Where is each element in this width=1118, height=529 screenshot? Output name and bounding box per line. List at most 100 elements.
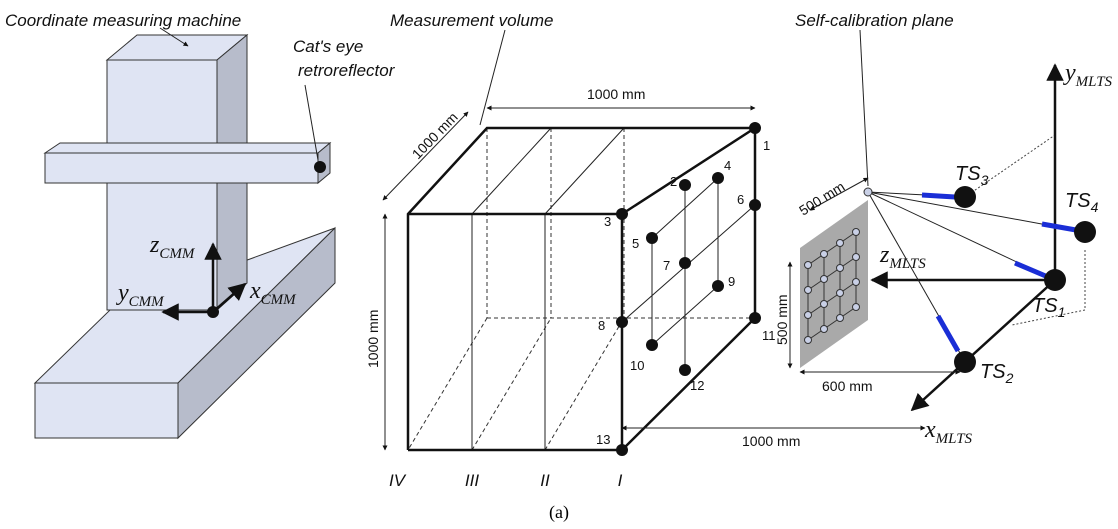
shape: [407, 317, 488, 451]
axis-symbol: x: [249, 278, 261, 304]
tracker-subscript: 1: [1058, 304, 1066, 320]
shape: [212, 282, 247, 313]
shape: [1041, 221, 1077, 233]
grid-target: [852, 228, 860, 236]
shape: [177, 226, 336, 440]
axis-symbol: y: [1063, 60, 1076, 86]
group: [804, 228, 860, 344]
shape: [800, 200, 868, 368]
caption: (a): [549, 502, 569, 523]
dimension-label: 500 mm: [774, 294, 790, 345]
retroreflector-label: Cat's eye: [293, 37, 363, 56]
measurement-point: [646, 339, 658, 351]
grid-target: [804, 286, 812, 294]
axis-label: yCMM: [116, 280, 165, 310]
shape: [479, 29, 506, 126]
grid-target: [820, 300, 828, 308]
measurement-point: [712, 280, 724, 292]
shape: [863, 187, 873, 197]
point-label: 12: [690, 378, 704, 393]
shape: [314, 161, 326, 173]
grid-target: [836, 289, 844, 297]
point-label: 13: [596, 432, 610, 447]
axis-subscript: MLTS: [935, 431, 973, 447]
shape: [954, 186, 976, 208]
volume-title: Measurement volume: [390, 11, 553, 30]
axis-subscript: MLTS: [1075, 74, 1113, 90]
shape: [651, 177, 719, 239]
plane-label: I: [618, 471, 623, 490]
grid-target: [820, 275, 828, 283]
point-label: 11: [762, 328, 776, 343]
axis-label: zMLTS: [879, 242, 926, 272]
plane-label: IV: [389, 471, 407, 490]
dimension-label: 1000 mm: [365, 310, 381, 368]
grid-target: [852, 303, 860, 311]
grid-target: [852, 278, 860, 286]
dimension-label: 1000 mm: [587, 86, 645, 102]
axis-symbol: z: [149, 232, 160, 258]
shape: [106, 59, 218, 311]
shape: [1044, 269, 1066, 291]
axis-symbol: z: [879, 242, 890, 268]
shape: [954, 351, 976, 373]
shape: [207, 306, 219, 318]
point-label: 2: [670, 174, 677, 189]
grid-target: [836, 314, 844, 322]
shape: [159, 27, 189, 47]
measurement-point: [749, 312, 761, 324]
measurement-point: [749, 122, 761, 134]
axis-symbol: x: [924, 417, 936, 443]
grid-target: [836, 264, 844, 272]
grid-target: [820, 250, 828, 258]
point-label: 5: [632, 236, 639, 251]
dimension-label: 500 mm: [796, 178, 847, 218]
measurement-point: [616, 444, 628, 456]
tracker-label: TS3: [955, 163, 989, 188]
point-label: 8: [598, 318, 605, 333]
tracker-label: TS1: [1032, 295, 1065, 320]
point-label: 1: [763, 138, 770, 153]
shape: [34, 382, 179, 439]
measurement-point: [679, 257, 691, 269]
measurement-point: [616, 316, 628, 328]
axis-label: yMLTS: [1063, 60, 1113, 90]
axis-label: zCMM: [149, 232, 196, 262]
tracker-subscript: 3: [981, 172, 989, 188]
plane-label: II: [540, 471, 550, 490]
tracker-label: TS2: [980, 361, 1014, 386]
shape: [651, 285, 719, 346]
point-label: 3: [604, 214, 611, 229]
measurement-point: [749, 199, 761, 211]
tracker-symbol: TS: [980, 361, 1006, 383]
shape: [471, 317, 552, 451]
tracker-subscript: 2: [1005, 370, 1014, 386]
shape: [935, 314, 961, 353]
tracker-subscript: 4: [1091, 199, 1099, 215]
plane-labels: IV III II I: [389, 471, 623, 490]
point-label: 7: [663, 258, 670, 273]
axis-symbol: y: [116, 280, 129, 306]
axis-label: xMLTS: [924, 417, 973, 447]
grid-target: [852, 253, 860, 261]
tracker-symbol: TS: [955, 163, 981, 185]
retroreflector-label: retroreflector: [298, 61, 396, 80]
point-label: 9: [728, 274, 735, 289]
measurement-point: [679, 364, 691, 376]
axis-subscript: MLTS: [888, 256, 926, 272]
shape: [921, 192, 956, 200]
shape: [43, 142, 332, 154]
axis-label: xCMM: [249, 278, 297, 308]
dimension-label: 1000 mm: [742, 433, 800, 449]
shape: [544, 127, 625, 215]
grid-target: [836, 239, 844, 247]
point-label: 6: [737, 192, 744, 207]
dimension-label: 600 mm: [822, 378, 873, 394]
point-label: 10: [630, 358, 644, 373]
grid-target: [804, 261, 812, 269]
axis-subscript: CMM: [159, 246, 196, 262]
shape: [859, 29, 869, 187]
measurement-point: [646, 232, 658, 244]
